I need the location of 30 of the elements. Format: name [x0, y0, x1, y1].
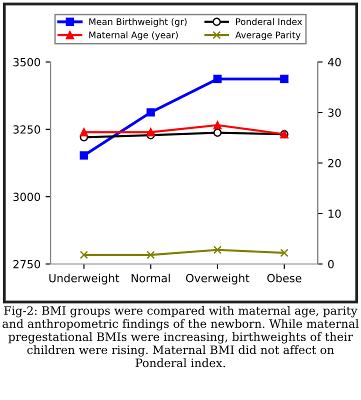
- y-tick-label: 3000: [13, 192, 40, 202]
- legend-label: Maternal Age (year): [89, 31, 178, 40]
- point: [213, 74, 222, 84]
- point: [80, 128, 88, 136]
- point: [146, 250, 155, 260]
- point: [146, 108, 155, 117]
- point: [213, 128, 222, 137]
- point: [213, 246, 222, 254]
- legend-label: Mean Birthweight (gr): [89, 18, 187, 27]
- point: [146, 128, 155, 136]
- y-tick-label: 2750: [13, 260, 40, 268]
- x-tick-label: Underweight: [49, 274, 120, 284]
- legend-label: Average Parity: [235, 31, 301, 40]
- point: [213, 120, 222, 130]
- y-tick-label: 3500: [13, 58, 40, 66]
- point: [80, 250, 88, 260]
- x-tick-label: Obese: [267, 274, 302, 282]
- point: [280, 74, 288, 84]
- y2-tick-label: 10: [328, 209, 341, 218]
- y2-tick-label: 20: [328, 158, 341, 168]
- y2-tick-label: 40: [328, 58, 341, 66]
- point: [80, 151, 88, 160]
- y-tick-label: 3250: [13, 125, 40, 134]
- x-tick-label: Normal: [132, 274, 170, 282]
- y2-tick-label: 0: [328, 260, 334, 268]
- point: [280, 248, 288, 258]
- legend-label: Ponderal Index: [236, 18, 302, 26]
- text: Fig-2: BMI groups were compared with maternal age, parity and anthropometric findings of the newborn. While maternal pregestational BMIs were increasing, birthweights of their children were rising. Maternal BMI did not affect on Ponderal index.: [2, 306, 359, 368]
- y2-tick-label: 30: [328, 108, 341, 117]
- x-tick-label: Overweight: [186, 274, 250, 284]
